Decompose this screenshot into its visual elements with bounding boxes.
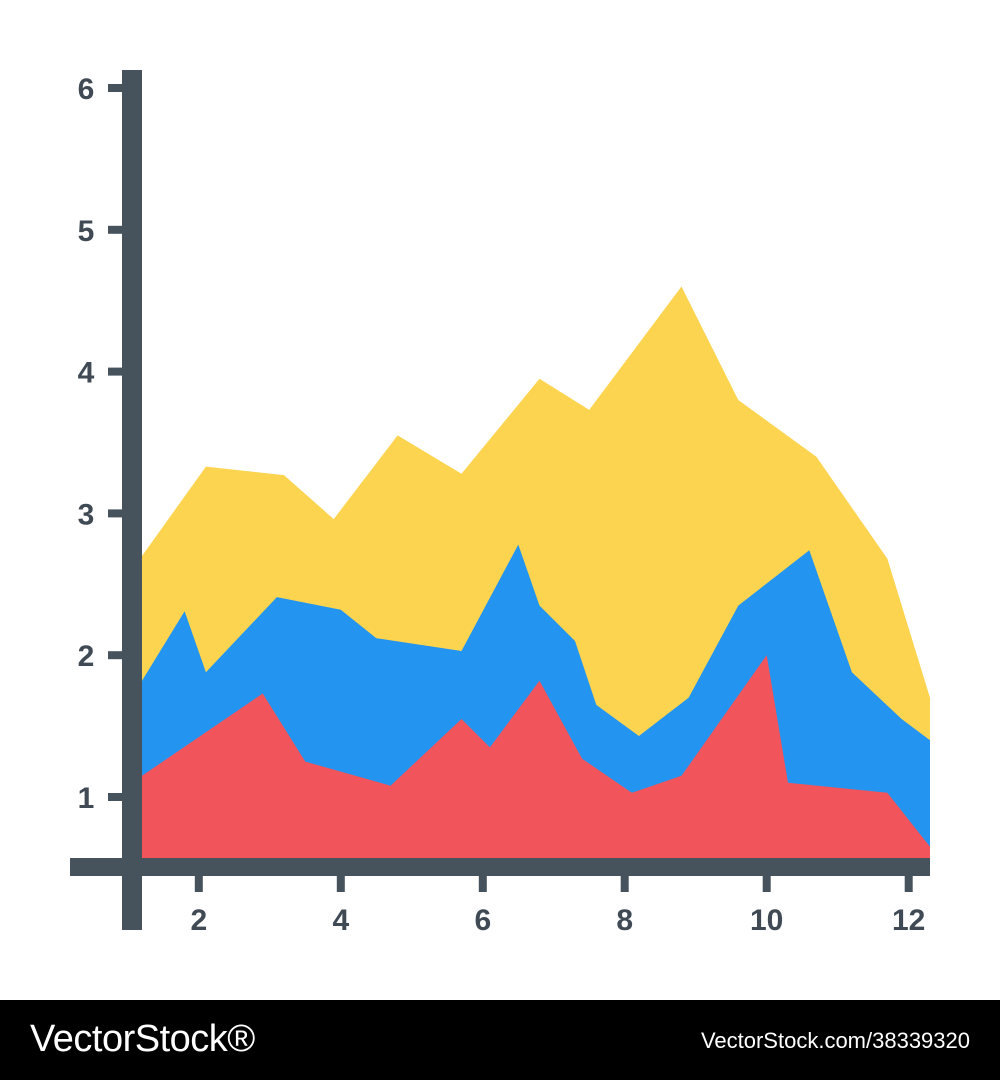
x-tick-label: 6 <box>474 904 491 937</box>
y-tick-label: 3 <box>78 498 95 531</box>
x-tick-mark <box>620 874 629 892</box>
x-tick-mark <box>336 874 345 892</box>
x-tick-mark <box>194 874 203 892</box>
area-series-group <box>142 286 930 858</box>
y-tick-mark <box>108 367 124 376</box>
x-axis-line <box>70 858 930 876</box>
x-ticks: 2 4 6 8 10 12 <box>190 874 925 937</box>
y-tick-mark <box>108 225 124 234</box>
x-tick-label: 2 <box>190 904 207 937</box>
stock-id: VectorStock.com/38339320 <box>700 1028 970 1053</box>
x-tick-label: 10 <box>750 904 783 937</box>
brand-logo: VectorStock® <box>30 1018 255 1060</box>
axes <box>70 70 930 930</box>
y-tick-label: 6 <box>78 73 95 106</box>
y-tick-mark <box>108 793 124 801</box>
y-ticks: 1 2 3 4 5 6 <box>78 73 124 815</box>
y-tick-label: 2 <box>78 640 95 673</box>
y-tick-label: 5 <box>78 215 95 248</box>
x-tick-mark <box>478 874 487 892</box>
x-tick-label: 4 <box>332 904 349 937</box>
x-tick-label: 8 <box>616 904 633 937</box>
x-tick-mark <box>762 874 771 892</box>
x-tick-label: 12 <box>892 904 925 937</box>
area-series-1 <box>142 655 930 858</box>
y-tick-mark <box>108 509 124 518</box>
y-tick-label: 4 <box>78 357 95 390</box>
y-tick-mark <box>108 84 124 92</box>
y-tick-label: 1 <box>78 782 95 815</box>
y-axis-line <box>122 70 142 930</box>
x-tick-mark <box>904 874 913 892</box>
watermark-bar: VectorStock® VectorStock.com/38339320 <box>0 1000 1000 1080</box>
y-tick-mark <box>108 651 124 660</box>
